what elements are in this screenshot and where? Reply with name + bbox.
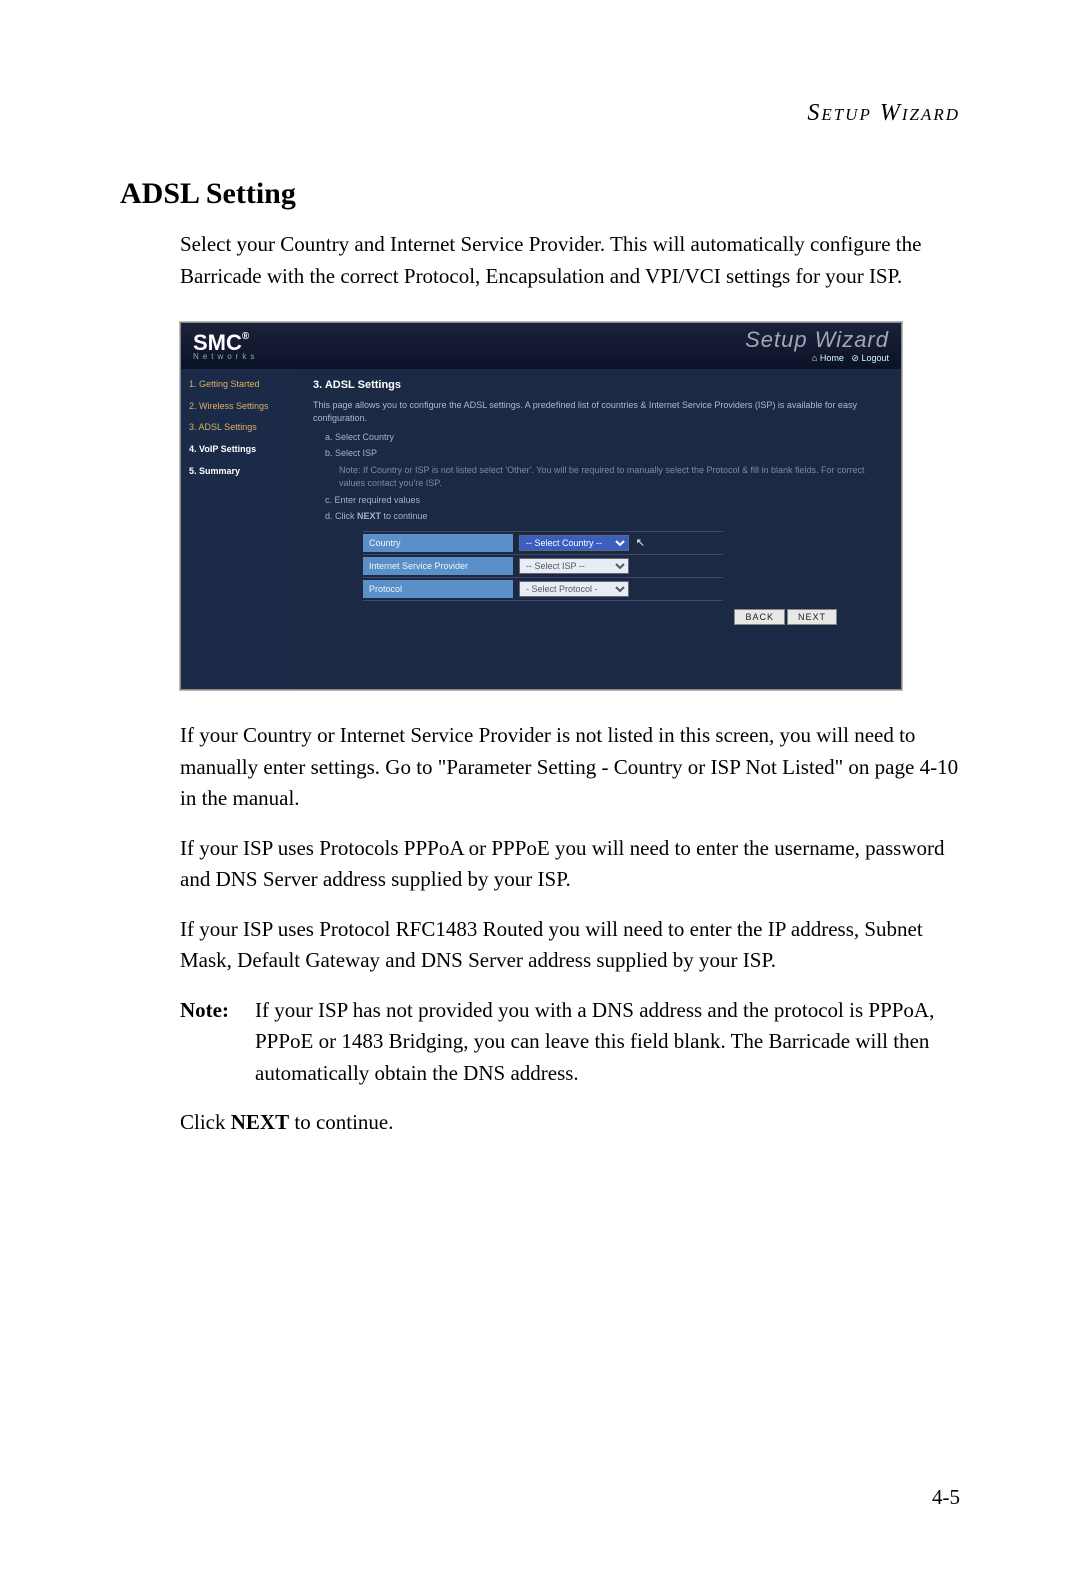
section-title: ADSL Setting bbox=[120, 177, 960, 211]
para-not-listed: If your Country or Internet Service Prov… bbox=[180, 720, 960, 815]
screenshot-topbar: SMC® Networks Setup Wizard ⌂ Home ⊘ Logo… bbox=[181, 323, 901, 369]
note-block: Note: If your ISP has not provided you w… bbox=[180, 995, 960, 1090]
label-isp: Internet Service Provider bbox=[363, 557, 513, 575]
select-country[interactable]: -- Select Country -- bbox=[519, 535, 629, 551]
page-header: Setup Wizard bbox=[120, 100, 960, 127]
home-link[interactable]: Home bbox=[820, 353, 844, 363]
label-country: Country bbox=[363, 534, 513, 552]
row-isp: Internet Service Provider -- Select ISP … bbox=[363, 555, 723, 578]
step-d: d. Click NEXT to continue bbox=[325, 511, 887, 521]
page-header-text: Setup Wizard bbox=[807, 100, 960, 126]
sidebar-item-adsl[interactable]: 3. ADSL Settings bbox=[189, 422, 291, 434]
step-note: Note: If Country or ISP is not listed se… bbox=[339, 464, 887, 489]
sidebar-item-summary[interactable]: 5. Summary bbox=[189, 466, 291, 478]
wizard-title: Setup Wizard bbox=[745, 328, 889, 352]
step-c: c. Enter required values bbox=[325, 495, 887, 505]
note-text: If your ISP has not provided you with a … bbox=[255, 995, 960, 1090]
click-next-line: Click NEXT to continue. bbox=[180, 1107, 960, 1139]
adsl-form: Country -- Select Country -- ↖ Internet … bbox=[363, 531, 723, 601]
back-button[interactable]: BACK bbox=[734, 609, 785, 625]
logo-text: SMC® bbox=[193, 330, 249, 355]
main-panel: 3. ADSL Settings This page allows you to… bbox=[299, 369, 901, 689]
panel-title: 3. ADSL Settings bbox=[313, 379, 887, 391]
label-protocol: Protocol bbox=[363, 580, 513, 598]
step-a: a. Select Country bbox=[325, 432, 887, 442]
sidebar-item-voip[interactable]: 4. VoIP Settings bbox=[189, 444, 291, 456]
intro-paragraph: Select your Country and Internet Service… bbox=[180, 229, 960, 292]
cursor-icon: ↖ bbox=[636, 536, 645, 549]
panel-description: This page allows you to configure the AD… bbox=[313, 399, 887, 424]
logo-block: SMC® Networks bbox=[193, 332, 258, 361]
screenshot-router-ui: SMC® Networks Setup Wizard ⌂ Home ⊘ Logo… bbox=[180, 322, 902, 690]
step-b: b. Select ISP bbox=[325, 448, 887, 458]
row-protocol: Protocol - Select Protocol - bbox=[363, 578, 723, 601]
sidebar-item-wireless[interactable]: 2. Wireless Settings bbox=[189, 401, 291, 413]
next-button[interactable]: NEXT bbox=[787, 609, 837, 625]
home-icon: ⌂ bbox=[812, 353, 817, 363]
topbar-links: ⌂ Home ⊘ Logout bbox=[745, 354, 889, 364]
para-pppoa: If your ISP uses Protocols PPPoA or PPPo… bbox=[180, 833, 960, 896]
logo-subtext: Networks bbox=[193, 352, 258, 361]
para-rfc1483: If your ISP uses Protocol RFC1483 Routed… bbox=[180, 914, 960, 977]
logout-link[interactable]: Logout bbox=[861, 353, 889, 363]
row-country: Country -- Select Country -- ↖ bbox=[363, 531, 723, 555]
steps-list: a. Select Country b. Select ISP Note: If… bbox=[325, 432, 887, 521]
sidebar-item-getting-started[interactable]: 1. Getting Started bbox=[189, 379, 291, 391]
button-row: BACKNEXT bbox=[313, 609, 837, 625]
page-number: 4-5 bbox=[932, 1485, 960, 1510]
logout-icon: ⊘ bbox=[851, 353, 859, 363]
topbar-right: Setup Wizard ⌂ Home ⊘ Logout bbox=[745, 328, 889, 364]
screenshot-body: 1. Getting Started 2. Wireless Settings … bbox=[181, 369, 901, 689]
note-label: Note: bbox=[180, 995, 255, 1090]
select-protocol[interactable]: - Select Protocol - bbox=[519, 581, 629, 597]
select-isp[interactable]: -- Select ISP -- bbox=[519, 558, 629, 574]
sidebar: 1. Getting Started 2. Wireless Settings … bbox=[181, 369, 299, 689]
